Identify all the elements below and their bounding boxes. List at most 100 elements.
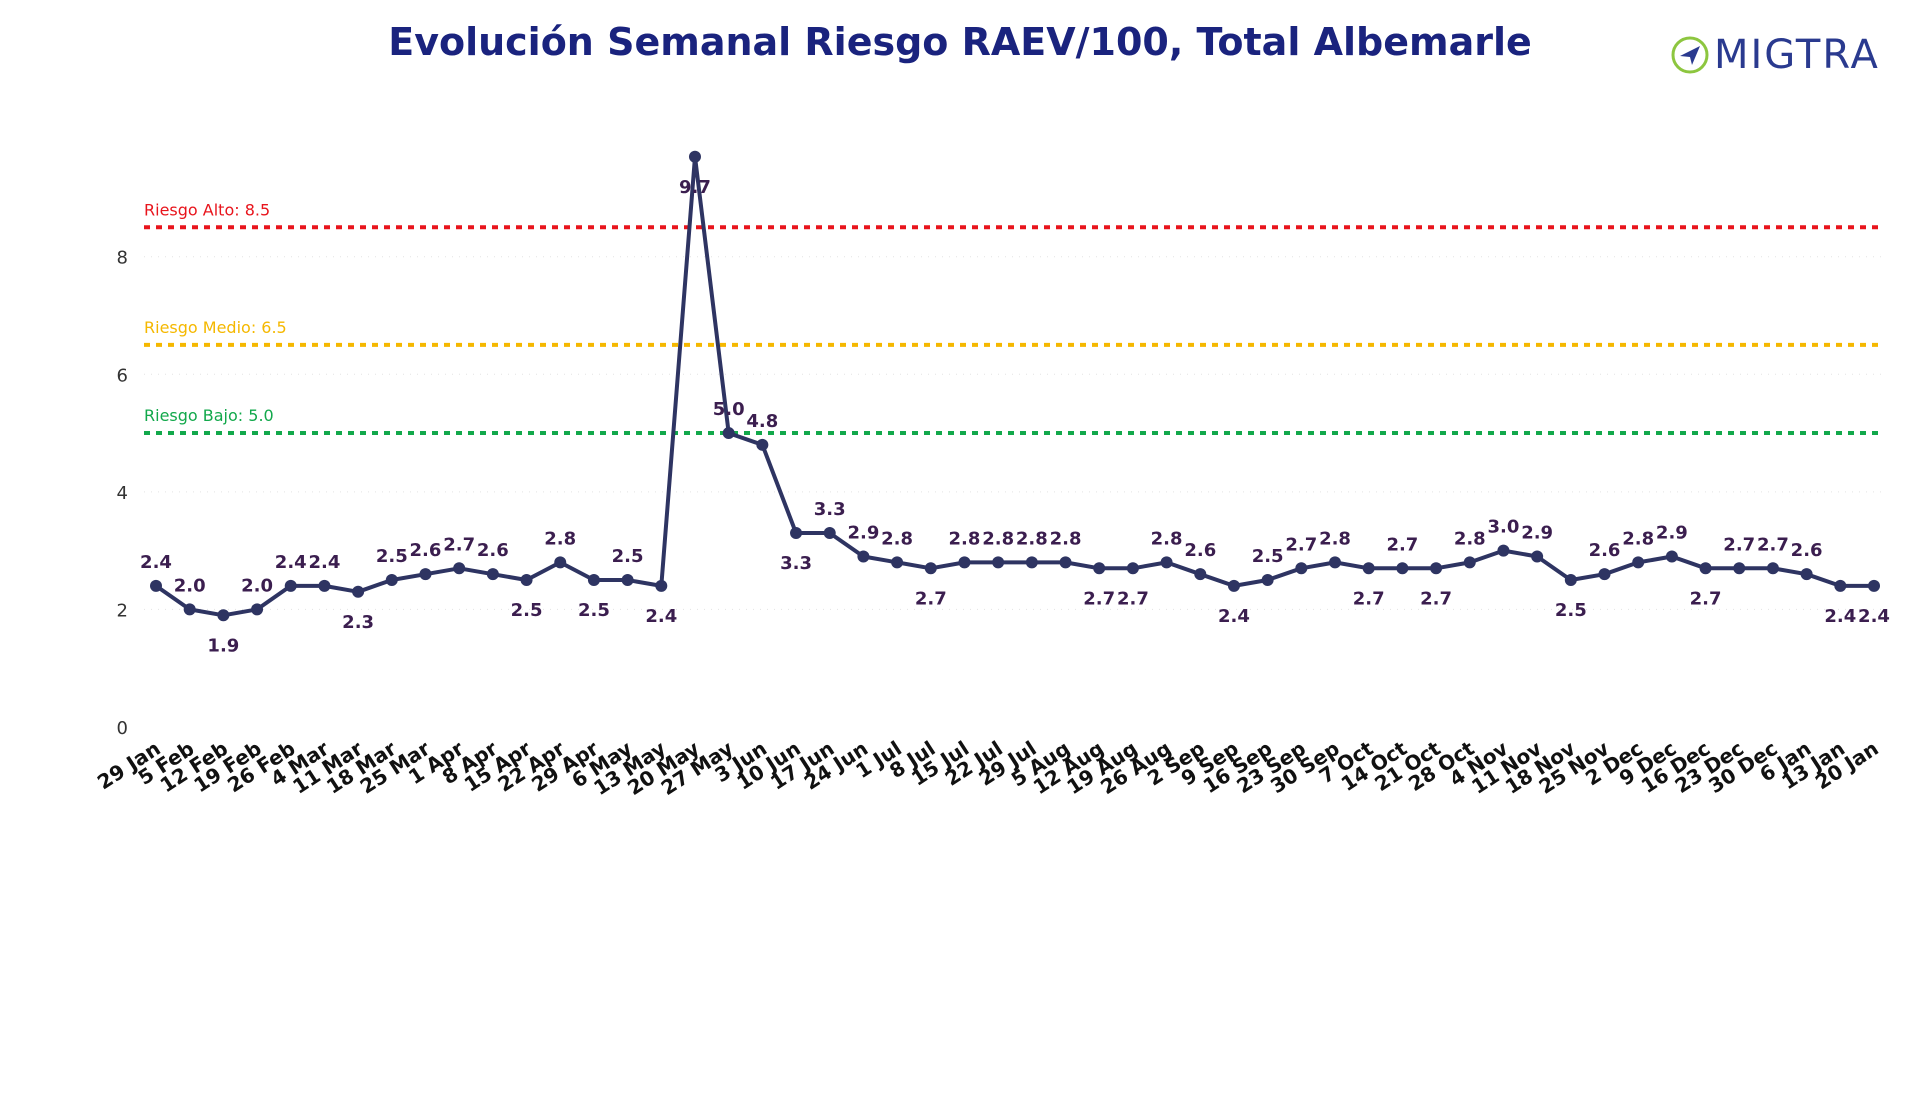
data-label: 2.8: [1050, 528, 1082, 549]
data-point: [1766, 562, 1779, 575]
y-axis-ticks: 0 2 4 6 8: [117, 248, 128, 739]
data-point: [1093, 562, 1106, 575]
data-point: [823, 527, 836, 539]
data-label: 2.5: [376, 546, 408, 567]
data-point: [992, 556, 1005, 569]
threshold-lines: Riesgo Alto: 8.5 Riesgo Medio: 6.5 Riesgo …: [144, 200, 1884, 436]
data-point: [251, 603, 264, 616]
data-label: 2.8: [1016, 528, 1048, 549]
data-label: 2.5: [578, 600, 610, 621]
data-point: [1227, 579, 1240, 592]
data-point: [1295, 562, 1308, 575]
data-point: [1868, 579, 1880, 592]
y-tick-label: 4: [117, 483, 128, 504]
data-label: 9.7: [679, 177, 711, 198]
data-label: 2.9: [1521, 523, 1553, 544]
data-label: 2.7: [1353, 588, 1385, 609]
data-point: [1430, 562, 1443, 575]
data-label: 2.7: [1723, 534, 1755, 555]
data-label: 2.8: [881, 528, 913, 549]
data-point: [1834, 579, 1847, 592]
data-label: 2.7: [1386, 534, 1418, 555]
data-label: 2.6: [1589, 540, 1621, 561]
data-point: [150, 579, 162, 592]
data-point: [1699, 562, 1712, 575]
data-point: [1800, 568, 1813, 581]
grid-lines: [144, 256, 1884, 610]
threshold-label: Riesgo Medio: 6.5: [144, 318, 287, 337]
data-label: 2.7: [1420, 588, 1452, 609]
data-label: 2.8: [1151, 528, 1183, 549]
data-labels: 2.42.01.92.02.4 2.42.32.5 2.6 2.7 2.62.52.82…: [140, 177, 1890, 657]
data-point: [924, 562, 937, 575]
brand-logo: MIGTRA: [1668, 30, 1880, 80]
data-label: 2.6: [1184, 540, 1216, 561]
data-point: [318, 579, 331, 592]
data-point: [1463, 556, 1476, 569]
data-point: [1531, 550, 1544, 563]
data-point: [891, 556, 904, 569]
data-label: 2.3: [342, 612, 374, 633]
data-label: 2.7: [1117, 588, 1149, 609]
data-point: [419, 568, 432, 581]
data-label: 3.3: [780, 553, 812, 574]
data-label: 2.9: [1656, 523, 1688, 544]
data-label: 2.8: [1454, 528, 1486, 549]
data-point: [1396, 562, 1409, 575]
data-label: 2.7: [915, 588, 947, 609]
data-point: [1059, 556, 1072, 569]
data-point: [1362, 562, 1375, 575]
data-label: 2.6: [1791, 540, 1823, 561]
chart-title: Evolución Semanal Riesgo RAEV/100, Total…: [388, 20, 1532, 64]
data-point: [453, 562, 466, 575]
data-label: 2.7: [1757, 534, 1789, 555]
threshold-label: Riesgo Bajo: 5.0: [144, 406, 274, 425]
data-point: [621, 574, 634, 587]
data-point: [1329, 556, 1342, 569]
data-point: [790, 527, 803, 539]
data-label: 2.4: [1824, 606, 1856, 627]
data-label: 2.8: [1319, 528, 1351, 549]
data-point: [520, 574, 533, 587]
data-label: 2.7: [443, 534, 475, 555]
brand-name: MIGTRA: [1714, 32, 1880, 78]
data-point: [1160, 556, 1173, 569]
data-label: 2.5: [511, 600, 543, 621]
data-point: [183, 603, 196, 616]
data-point: [1261, 574, 1274, 587]
data-label: 2.4: [140, 552, 172, 573]
data-label: 2.7: [1083, 588, 1115, 609]
y-tick-label: 6: [117, 365, 128, 386]
data-point: [756, 438, 769, 451]
data-label: 2.7: [1285, 534, 1317, 555]
data-label: 2.8: [1622, 528, 1654, 549]
data-point: [1632, 556, 1645, 569]
data-point: [688, 150, 701, 163]
data-label: 2.4: [645, 606, 677, 627]
data-label: 2.6: [410, 540, 442, 561]
data-point: [587, 574, 600, 587]
y-tick-label: 0: [117, 718, 128, 739]
y-tick-label: 2: [117, 600, 128, 621]
data-point: [857, 550, 870, 563]
data-label: 2.9: [847, 523, 879, 544]
data-point: [1497, 544, 1510, 557]
data-label: 2.5: [612, 546, 644, 567]
data-label: 4.8: [746, 411, 778, 432]
data-label: 2.4: [275, 552, 307, 573]
data-point: [655, 579, 668, 592]
data-points: [150, 150, 1880, 622]
data-point: [1665, 550, 1678, 563]
data-label: 2.7: [1690, 588, 1722, 609]
data-point: [958, 556, 971, 569]
data-point: [722, 427, 735, 440]
threshold-label: Riesgo Alto: 8.5: [144, 200, 270, 219]
data-point: [486, 568, 499, 581]
data-label: 2.8: [544, 528, 576, 549]
data-point: [352, 585, 365, 598]
migtra-compass-icon: [1671, 36, 1709, 74]
data-point: [1733, 562, 1746, 575]
data-label: 3.0: [1488, 517, 1520, 538]
